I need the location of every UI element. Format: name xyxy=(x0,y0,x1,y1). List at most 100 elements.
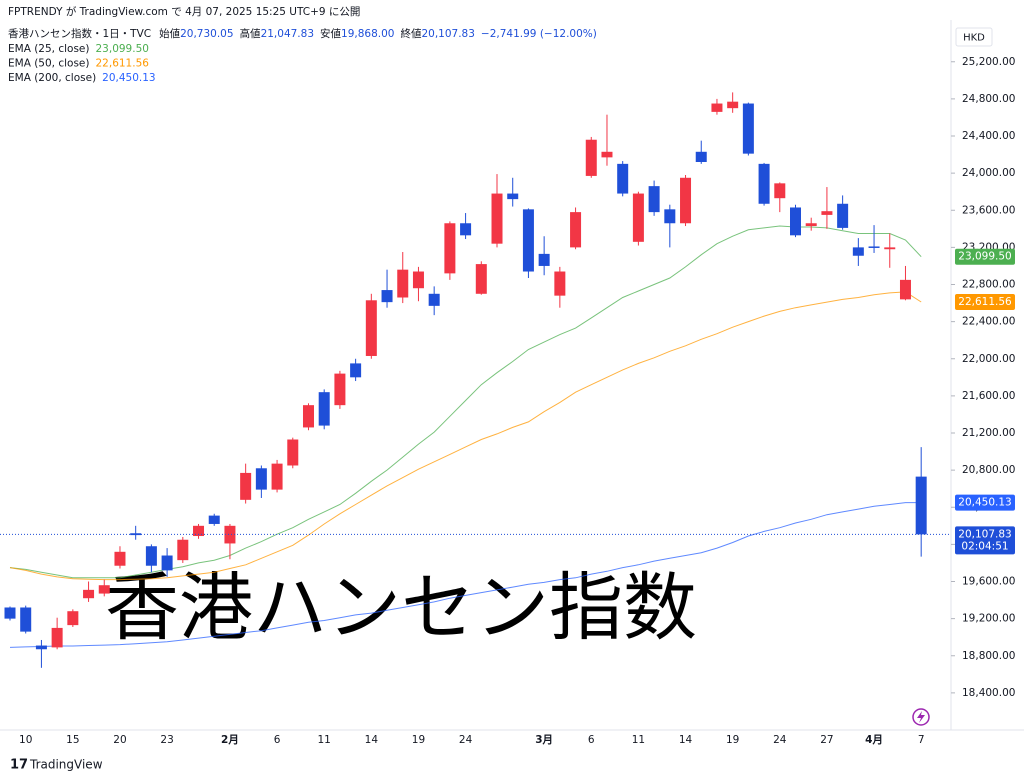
candle-body xyxy=(899,279,911,300)
x-tick-label: 27 xyxy=(820,734,833,746)
candle-body xyxy=(114,551,126,566)
y-tick-label: 22,800.00 xyxy=(962,279,1015,291)
y-tick-label: 18,400.00 xyxy=(962,687,1015,699)
candle-body xyxy=(837,203,849,228)
x-tick-label: 4月 xyxy=(865,734,883,746)
candle-body xyxy=(161,555,173,571)
candle-body xyxy=(585,139,597,176)
ema-name: EMA (50, close) xyxy=(8,58,90,70)
y-tick-label: 19,200.00 xyxy=(962,613,1015,625)
candle-body xyxy=(601,151,613,158)
candle-body xyxy=(884,247,896,250)
candle-body xyxy=(381,290,393,303)
x-tick-label: 7 xyxy=(918,734,925,746)
countdown: 02:04:51 xyxy=(961,540,1008,552)
candle-body xyxy=(852,247,864,256)
x-tick-label: 10 xyxy=(19,734,32,746)
candle-body xyxy=(554,271,566,296)
candle-body xyxy=(522,209,534,272)
candle-body xyxy=(98,585,110,594)
candle-body xyxy=(208,515,220,524)
candle-body xyxy=(35,645,47,650)
candle-body xyxy=(868,246,880,248)
currency: HKD xyxy=(963,33,985,44)
candle-body xyxy=(428,293,440,306)
candle-body xyxy=(790,207,801,236)
x-tick-label: 19 xyxy=(412,734,425,746)
x-tick-label: 24 xyxy=(459,734,473,746)
ohlc-value: 21,047.83 xyxy=(261,28,314,40)
price-badge xyxy=(955,293,1015,310)
price-badge-label: 22,611.56 xyxy=(958,296,1012,308)
last-price-label: 20,107.83 xyxy=(958,528,1011,540)
ema-value: 23,099.50 xyxy=(96,43,149,55)
change: −2,741.99 (−12.00%) xyxy=(481,28,597,40)
candle-body xyxy=(774,183,786,199)
x-tick-label: 15 xyxy=(66,734,79,746)
brand: TradingView xyxy=(29,758,103,772)
candle-body xyxy=(302,405,314,428)
symbol-legend: 香港ハンセン指数・1日・TVC 始値20,730.05 高値21,047.83 安値1… xyxy=(8,27,597,40)
y-tick-label: 24,000.00 xyxy=(962,167,1015,179)
candle-body xyxy=(664,209,676,224)
candle-body xyxy=(145,546,157,566)
candle-body xyxy=(365,300,377,356)
candle-body xyxy=(287,439,299,466)
x-tick-label: 23 xyxy=(160,734,173,746)
candle-body xyxy=(51,627,63,648)
y-tick-label: 20,800.00 xyxy=(962,464,1015,476)
candle-body xyxy=(538,253,550,266)
candle-body xyxy=(4,607,16,619)
alert-bolt xyxy=(917,711,925,723)
price-badge-label: 20,450.13 xyxy=(958,497,1011,509)
candle-body xyxy=(742,103,754,154)
published-line: FPTRENDY が TradingView.com で 4月 07, 2025… xyxy=(8,5,360,18)
candle-body xyxy=(224,525,236,544)
candle-body xyxy=(193,525,205,537)
x-tick-label: 11 xyxy=(632,734,645,746)
x-tick-label: 14 xyxy=(365,734,379,746)
ohlc-value: 19,868.00 xyxy=(341,28,394,40)
price-badge xyxy=(955,494,1015,511)
candle-body xyxy=(83,589,95,599)
candle-body xyxy=(632,193,644,242)
ema-value: 20,450.13 xyxy=(102,72,155,84)
ohlc-value: 20,730.05 xyxy=(180,28,233,40)
ema-name: EMA (25, close) xyxy=(8,43,90,55)
candle-body xyxy=(617,163,629,194)
last-price-badge xyxy=(955,526,1015,555)
ema-legend: EMA (200, close) 20,450.13 xyxy=(8,72,156,84)
price-badge-label: 23,099.50 xyxy=(958,251,1011,263)
candle-body xyxy=(444,223,456,274)
ohlc-key: 安値 xyxy=(320,27,341,40)
x-tick-label: 20 xyxy=(113,734,126,746)
candle-body xyxy=(397,269,409,298)
x-tick-label: 11 xyxy=(318,734,331,746)
candle-body xyxy=(412,271,424,289)
symbol: 香港ハンセン指数・1日・TVC xyxy=(8,27,151,40)
ohlc-key: 高値 xyxy=(240,27,261,40)
x-tick-label: 6 xyxy=(588,734,595,746)
candle-body xyxy=(805,223,817,227)
candle-body xyxy=(711,103,723,112)
brand-logo: 17 xyxy=(10,758,28,773)
y-tick-label: 22,000.00 xyxy=(962,353,1015,365)
x-tick-label: 24 xyxy=(773,734,787,746)
ema-legend: EMA (50, close) 22,611.56 xyxy=(8,58,149,70)
candle-body xyxy=(507,193,519,200)
y-tick-label: 21,600.00 xyxy=(962,390,1015,402)
candle-body xyxy=(20,607,32,632)
candle-body xyxy=(177,539,189,561)
y-tick-label: 21,200.00 xyxy=(962,427,1015,439)
y-tick-label: 19,600.00 xyxy=(962,576,1015,588)
x-tick-label: 14 xyxy=(679,734,693,746)
y-tick-label: 24,800.00 xyxy=(962,93,1015,105)
currency-box xyxy=(955,27,993,47)
ohlc-value: 20,107.83 xyxy=(421,28,474,40)
candle-body xyxy=(240,472,252,500)
candle-body xyxy=(570,212,582,248)
ema-legend: EMA (25, close) 23,099.50 xyxy=(8,43,149,55)
candle-body xyxy=(271,463,283,490)
